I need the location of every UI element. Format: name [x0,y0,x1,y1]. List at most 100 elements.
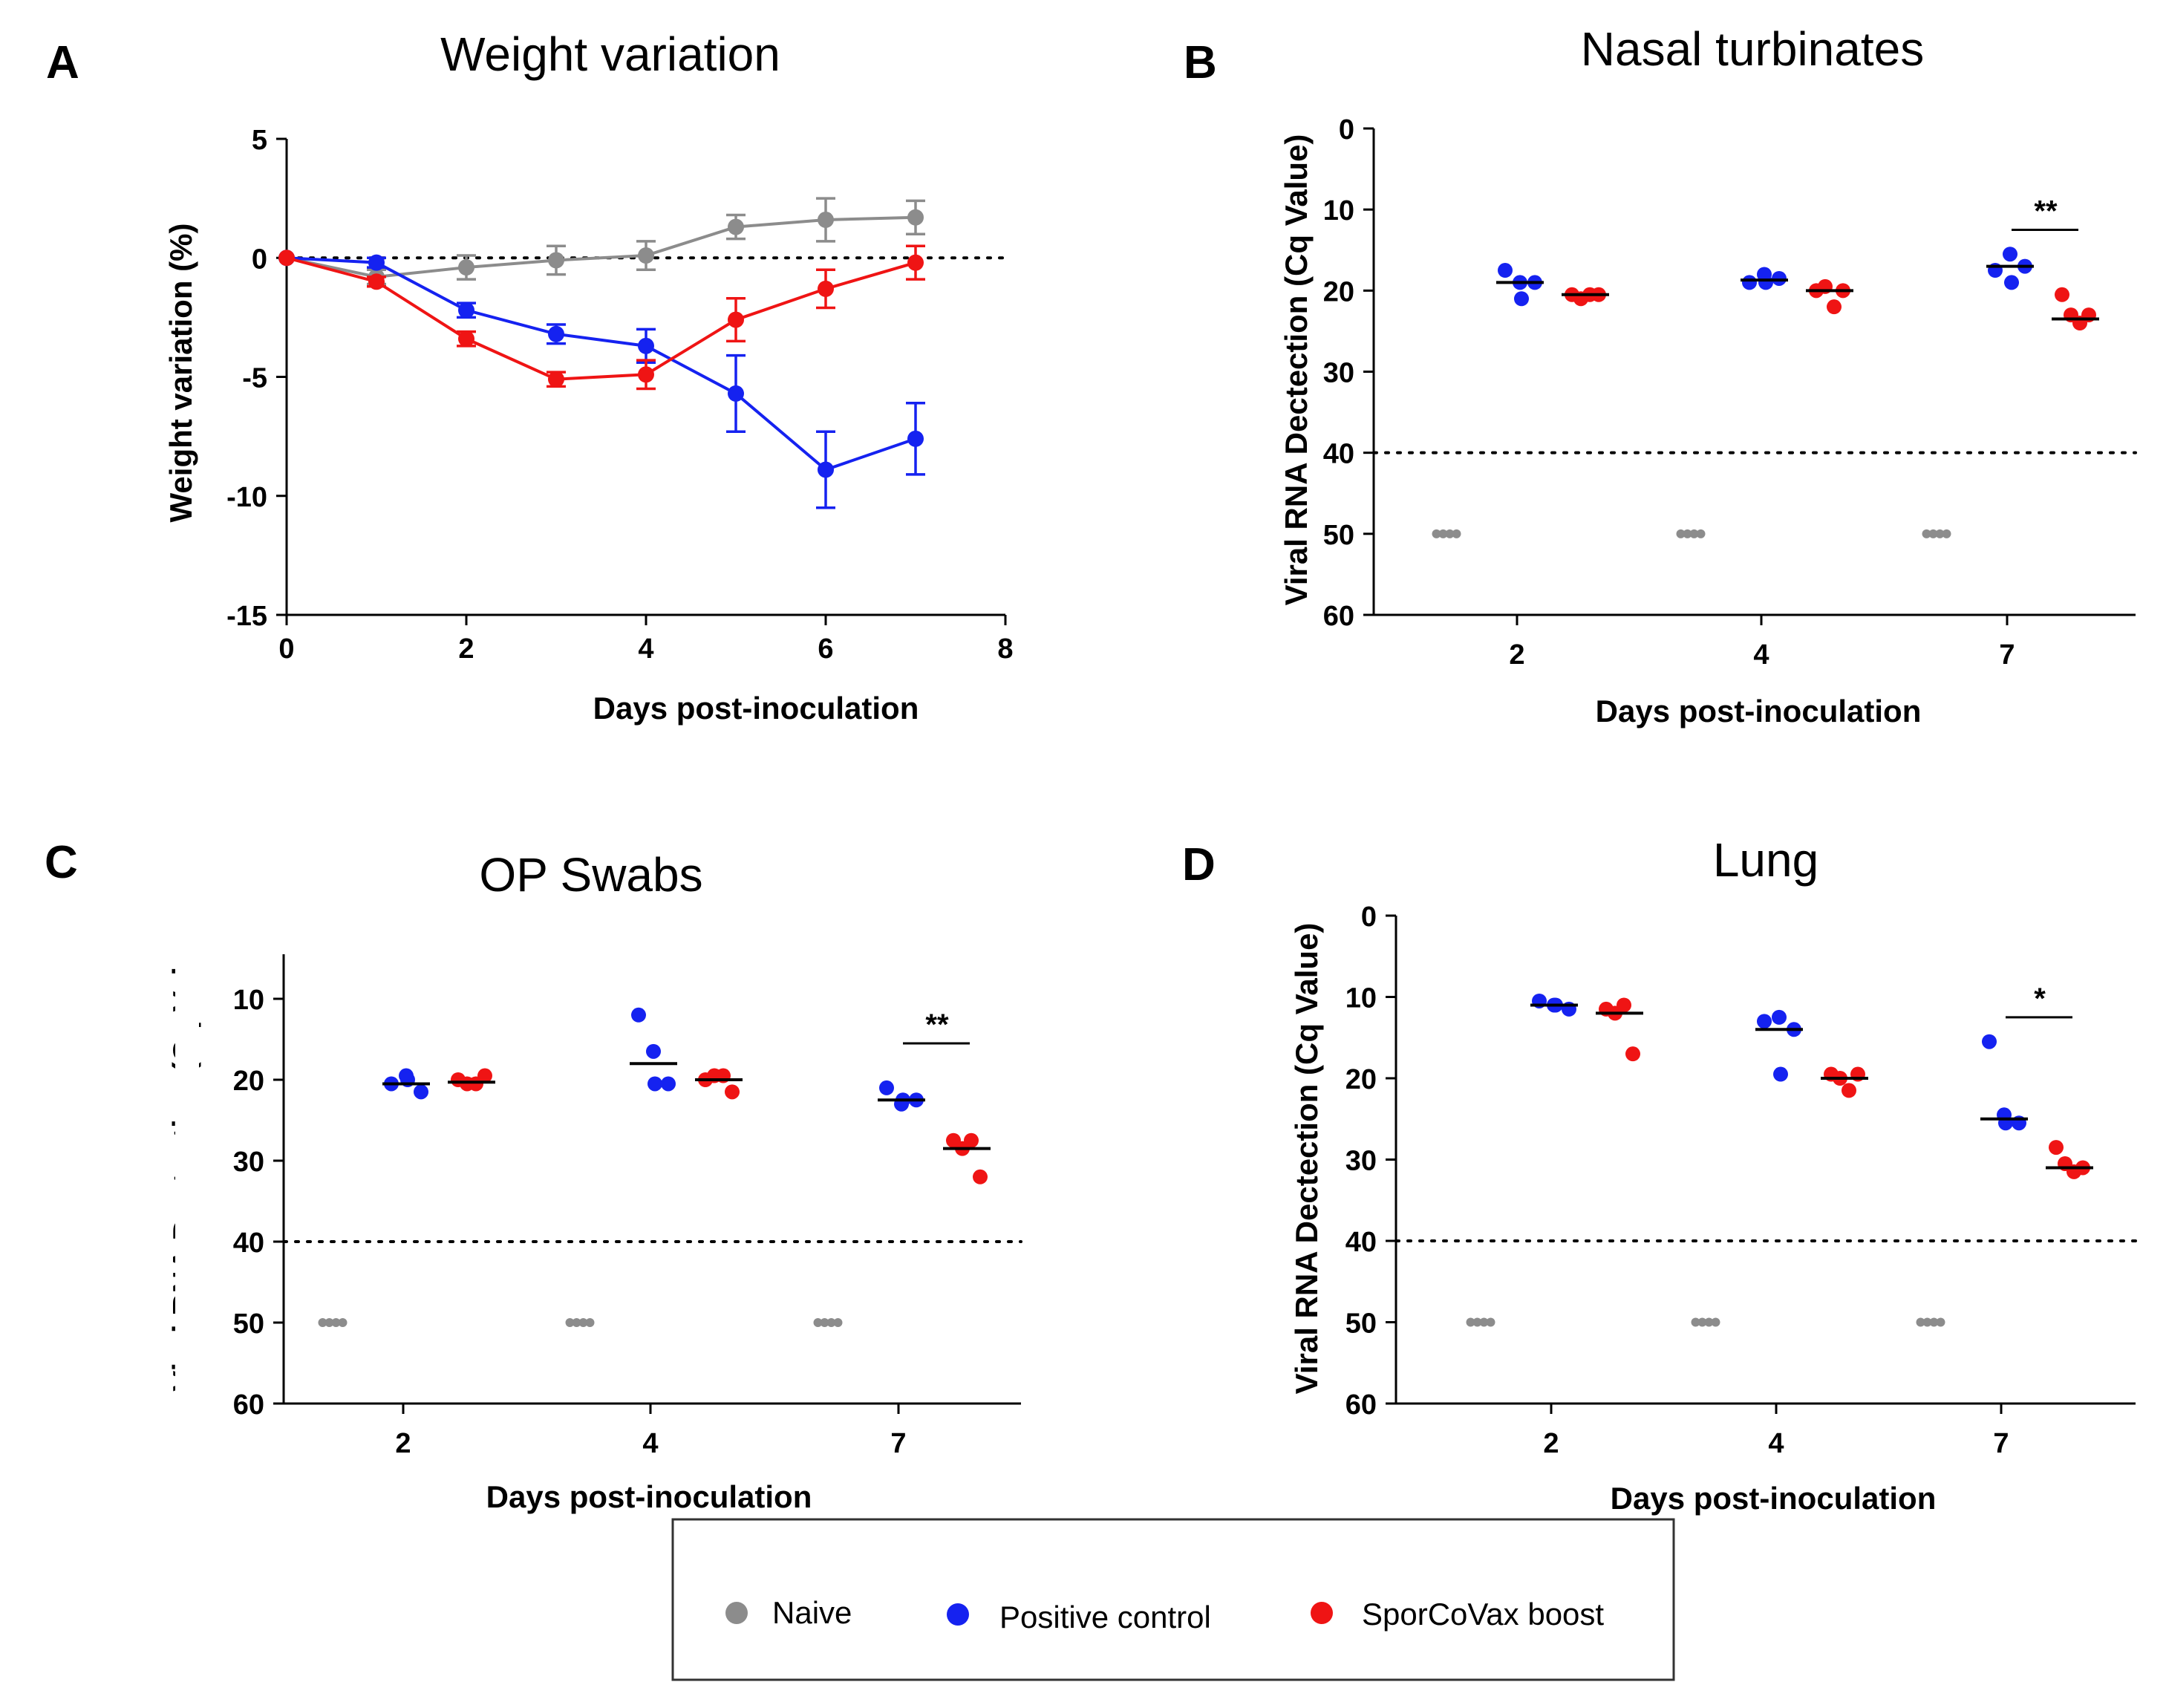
data-point-sporcovax-boost [2055,287,2069,302]
panel-a-y-tick-label: -10 [226,482,267,513]
panel-a-y-tick-label: 5 [252,125,267,156]
data-point-positive-control [1742,275,1757,290]
data-point-positive-control [1514,291,1529,307]
panel-a-weight-variation: A Weight variation Days post-inoculation… [46,27,1014,726]
panel-d-x-tick-label: 4 [1768,1428,1784,1459]
data-point-naive [1445,529,1455,538]
data-point-sporcovax_boost [458,330,474,348]
data-point-naive [1928,529,1938,538]
data-point-naive [324,1318,334,1327]
data-point-positive-control [1982,1034,1997,1049]
data-point-positive_control [458,301,474,319]
data-point-positive-control [1772,1009,1787,1025]
data-point-naive [1936,1317,1945,1327]
data-point-naive [585,1318,595,1327]
data-point-positive-control [1772,270,1787,286]
panel-b-x-axis-label: Days post-inoculation [1596,694,1922,728]
data-point-sporcovax_boost [368,273,385,290]
panel-a-x-axis-label: Days post-inoculation [593,691,919,726]
panel-d-y-tick-label: 10 [1345,983,1377,1014]
data-point-positive-control [661,1076,676,1092]
series-line-positive_control [286,256,916,472]
panel-d-x-axis-label: Days post-inoculation [1611,1481,1937,1516]
data-point-naive [1929,1317,1939,1327]
panel-c-label-clip [175,913,199,1433]
data-point-positive-control [647,1076,662,1092]
panel-b-y-tick-label: 60 [1323,601,1354,632]
data-point-naive [1683,529,1692,538]
panel-c-x-axis-label: Days post-inoculation [486,1479,812,1514]
data-point-positive-control [414,1084,428,1100]
data-point-naive [458,259,474,276]
data-point-sporcovax_boost [907,254,924,271]
data-point-naive [818,211,834,228]
data-point-sporcovax-boost [1827,299,1842,315]
data-point-positive-control [646,1043,661,1059]
panel-d-y-tick-label: 50 [1345,1308,1377,1340]
panel-a-x-tick-label: 4 [638,633,653,665]
panel-b-nasal-turbinates: B Nasal turbinates Days post-inoculation… [1184,22,2137,728]
panel-d-y-tick-label: 60 [1345,1389,1377,1421]
panel-c-plot-area: 10 20 30 40 50 60 2 4 7 ** [233,954,1022,1459]
data-point-sporcovax_boost [548,371,564,388]
panel-a-plot-area: 5 0 -5 -10 -15 0 2 4 6 8 [226,125,1013,665]
panel-a-x-tick-label: 8 [997,633,1013,665]
data-point-naive [1704,1317,1714,1327]
data-point-naive [820,1318,829,1327]
data-point-naive [578,1318,588,1327]
panel-b-y-tick-label: 40 [1323,439,1354,470]
panel-a-x-tick-label: 0 [278,633,294,665]
panel-a-y-tick-label: -15 [226,601,267,632]
significance-label: * [2034,982,2046,1015]
data-point-naive [1935,529,1945,538]
data-point-naive [1452,529,1461,538]
data-point-naive [1696,529,1706,538]
panel-d-y-tick-label: 20 [1345,1064,1377,1095]
data-point-naive [1691,1317,1700,1327]
panel-letter-b: B [1184,37,1217,88]
data-point-naive [1472,1317,1482,1327]
panel-c-op-swabs: C OP Swabs Days post-inoculation Viral R… [45,837,1022,1514]
data-point-sporcovax-boost [1617,997,1631,1013]
panel-c-y-tick-label: 30 [233,1147,264,1178]
data-point-naive [1438,529,1448,538]
panel-d-y-tick-label: 40 [1345,1227,1377,1258]
data-point-sporcovax-boost [477,1068,492,1083]
panel-b-x-tick-label: 4 [1753,639,1769,671]
data-point-naive [548,252,564,269]
data-point-positive-control [879,1080,894,1095]
data-point-positive-control [1773,1066,1788,1082]
data-point-positive_control [728,385,744,402]
panel-c-x-tick-label: 4 [642,1428,658,1459]
panel-c-x-tick-label: 2 [395,1428,411,1459]
data-point-positive_control [818,461,834,478]
legend-marker-sporcovax-boost [1311,1602,1333,1624]
panel-b-y-axis-label: Viral RNA Dectection (Cq Value) [1279,134,1314,606]
panel-b-y-tick-label: 20 [1323,276,1354,307]
panel-a-y-tick-label: -5 [242,363,267,394]
significance-label: ** [2034,195,2058,227]
data-point-positive-control [1757,1014,1772,1029]
data-point-sporcovax-boost [1842,1083,1856,1098]
data-point-naive [338,1318,348,1327]
panel-c-title: OP Swabs [479,848,702,902]
panel-d-y-tick-label: 0 [1361,902,1377,933]
panel-b-y-tick-label: 0 [1339,114,1354,146]
legend-marker-naive [725,1602,748,1624]
panel-a-title: Weight variation [440,27,780,81]
data-point-naive [833,1318,843,1327]
data-point-naive [728,218,744,235]
panel-d-x-tick-label: 2 [1543,1428,1559,1459]
data-point-positive-control [1758,275,1773,290]
series-line-naive [286,215,916,278]
panel-d-plot-area: 0 10 20 30 40 50 60 2 4 7 * [1345,902,2137,1459]
panel-c-x-tick-label: 7 [890,1428,906,1459]
data-point-sporcovax_boost [818,280,834,297]
significance-label: ** [925,1008,949,1041]
legend-label-sporcovax-boost: SporCoVax boost [1362,1597,1604,1632]
data-point-naive [907,209,924,226]
data-point-naive [1676,529,1686,538]
panel-b-title: Nasal turbinates [1581,22,1924,76]
panel-c-y-tick-label: 60 [233,1389,264,1421]
panel-a-y-axis-label: Weight variation (%) [163,224,198,523]
